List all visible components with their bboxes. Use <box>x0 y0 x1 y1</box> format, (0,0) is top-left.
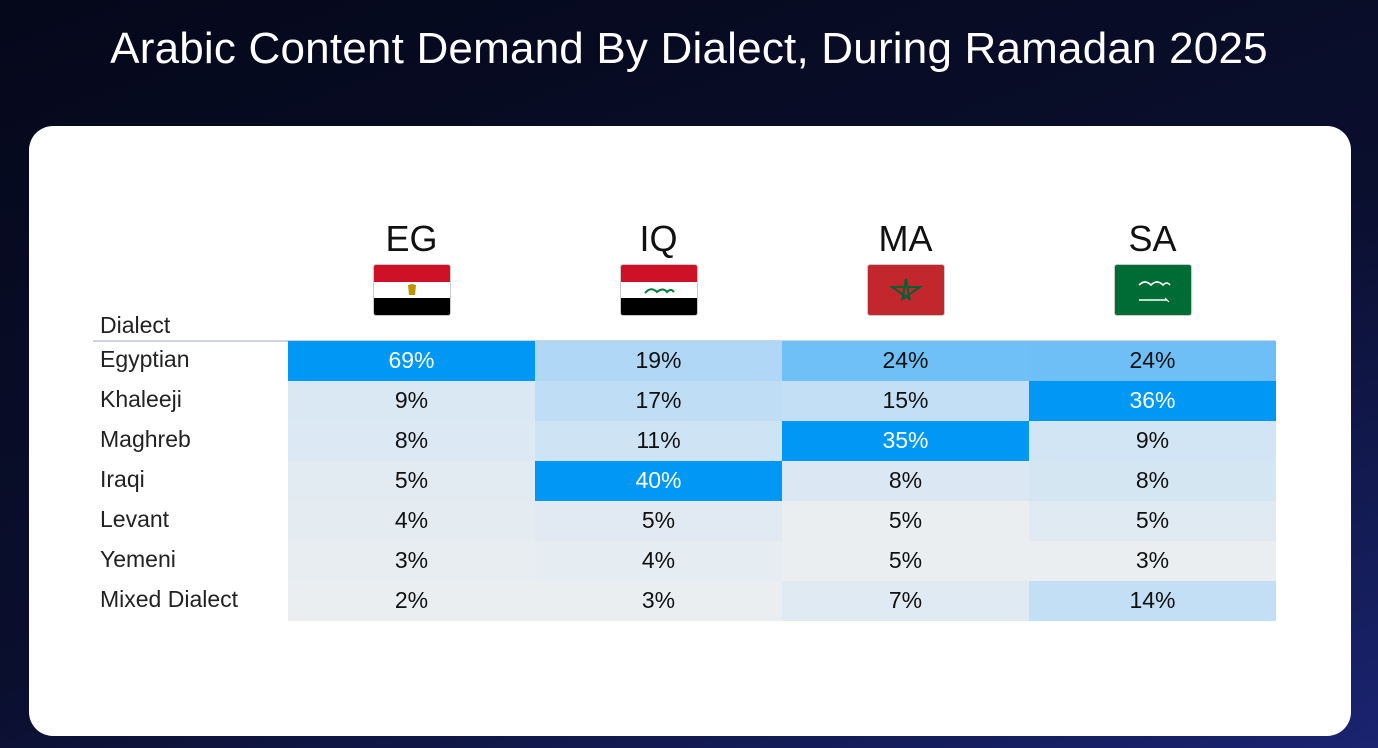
heatmap-cell: 11% <box>535 421 782 461</box>
row-label-levant: Levant <box>100 506 170 532</box>
country-code-iq: IQ <box>639 218 678 259</box>
heatmap-cell: 14% <box>1029 581 1276 621</box>
page-title: Arabic Content Demand By Dialect, During… <box>110 24 1268 73</box>
heatmap-cell: 19% <box>535 341 782 381</box>
heatmap-cell: 17% <box>535 381 782 421</box>
egypt-flag-icon <box>372 264 451 316</box>
heatmap-cell: 24% <box>782 341 1029 381</box>
heatmap-cell: 9% <box>1029 421 1276 461</box>
country-code-eg: EG <box>385 218 438 259</box>
row-header: Dialect <box>100 312 171 338</box>
heatmap-cell: 35% <box>782 421 1029 461</box>
row-label-iraqi: Iraqi <box>100 466 145 492</box>
heatmap-cell: 8% <box>782 461 1029 501</box>
heatmap-cell: 2% <box>288 581 535 621</box>
row-label-yemeni: Yemeni <box>100 546 176 572</box>
heatmap-cell: 4% <box>535 541 782 581</box>
country-code-sa: SA <box>1128 218 1177 259</box>
heatmap-cell: 5% <box>288 461 535 501</box>
heatmap-cell: 36% <box>1029 381 1276 421</box>
heatmap-cell: 3% <box>288 541 535 581</box>
row-label-maghreb: Maghreb <box>100 426 191 452</box>
heatmap-cell: 3% <box>535 581 782 621</box>
heatmap-cell: 4% <box>288 501 535 541</box>
heatmap-cell: 69% <box>288 341 535 381</box>
heatmap-cell: 5% <box>782 501 1029 541</box>
row-label-khaleeji: Khaleeji <box>100 386 182 412</box>
heatmap-cell: 3% <box>1029 541 1276 581</box>
row-label-egyptian: Egyptian <box>100 346 190 372</box>
heatmap-cell: 5% <box>782 541 1029 581</box>
heatmap-cell: 9% <box>288 381 535 421</box>
heatmap-cell: 40% <box>535 461 782 501</box>
heatmap-cell: 5% <box>1029 501 1276 541</box>
morocco-flag-icon <box>866 264 945 316</box>
saudi-arabia-flag-icon <box>1113 264 1192 316</box>
heatmap-cell: 8% <box>1029 461 1276 501</box>
heatmap-cell: 24% <box>1029 341 1276 381</box>
iraq-flag-icon <box>619 264 698 316</box>
heatmap-cell: 8% <box>288 421 535 461</box>
heatmap-card: EG IQ MA SA Dialect Egyptian 69% 19% 24% 24%… <box>29 126 1351 736</box>
heatmap-cell: 5% <box>535 501 782 541</box>
row-label-mixed-dialect: Mixed Dialect <box>100 586 239 612</box>
country-code-ma: MA <box>878 218 933 259</box>
heatmap-cell: 15% <box>782 381 1029 421</box>
heatmap-cell: 7% <box>782 581 1029 621</box>
